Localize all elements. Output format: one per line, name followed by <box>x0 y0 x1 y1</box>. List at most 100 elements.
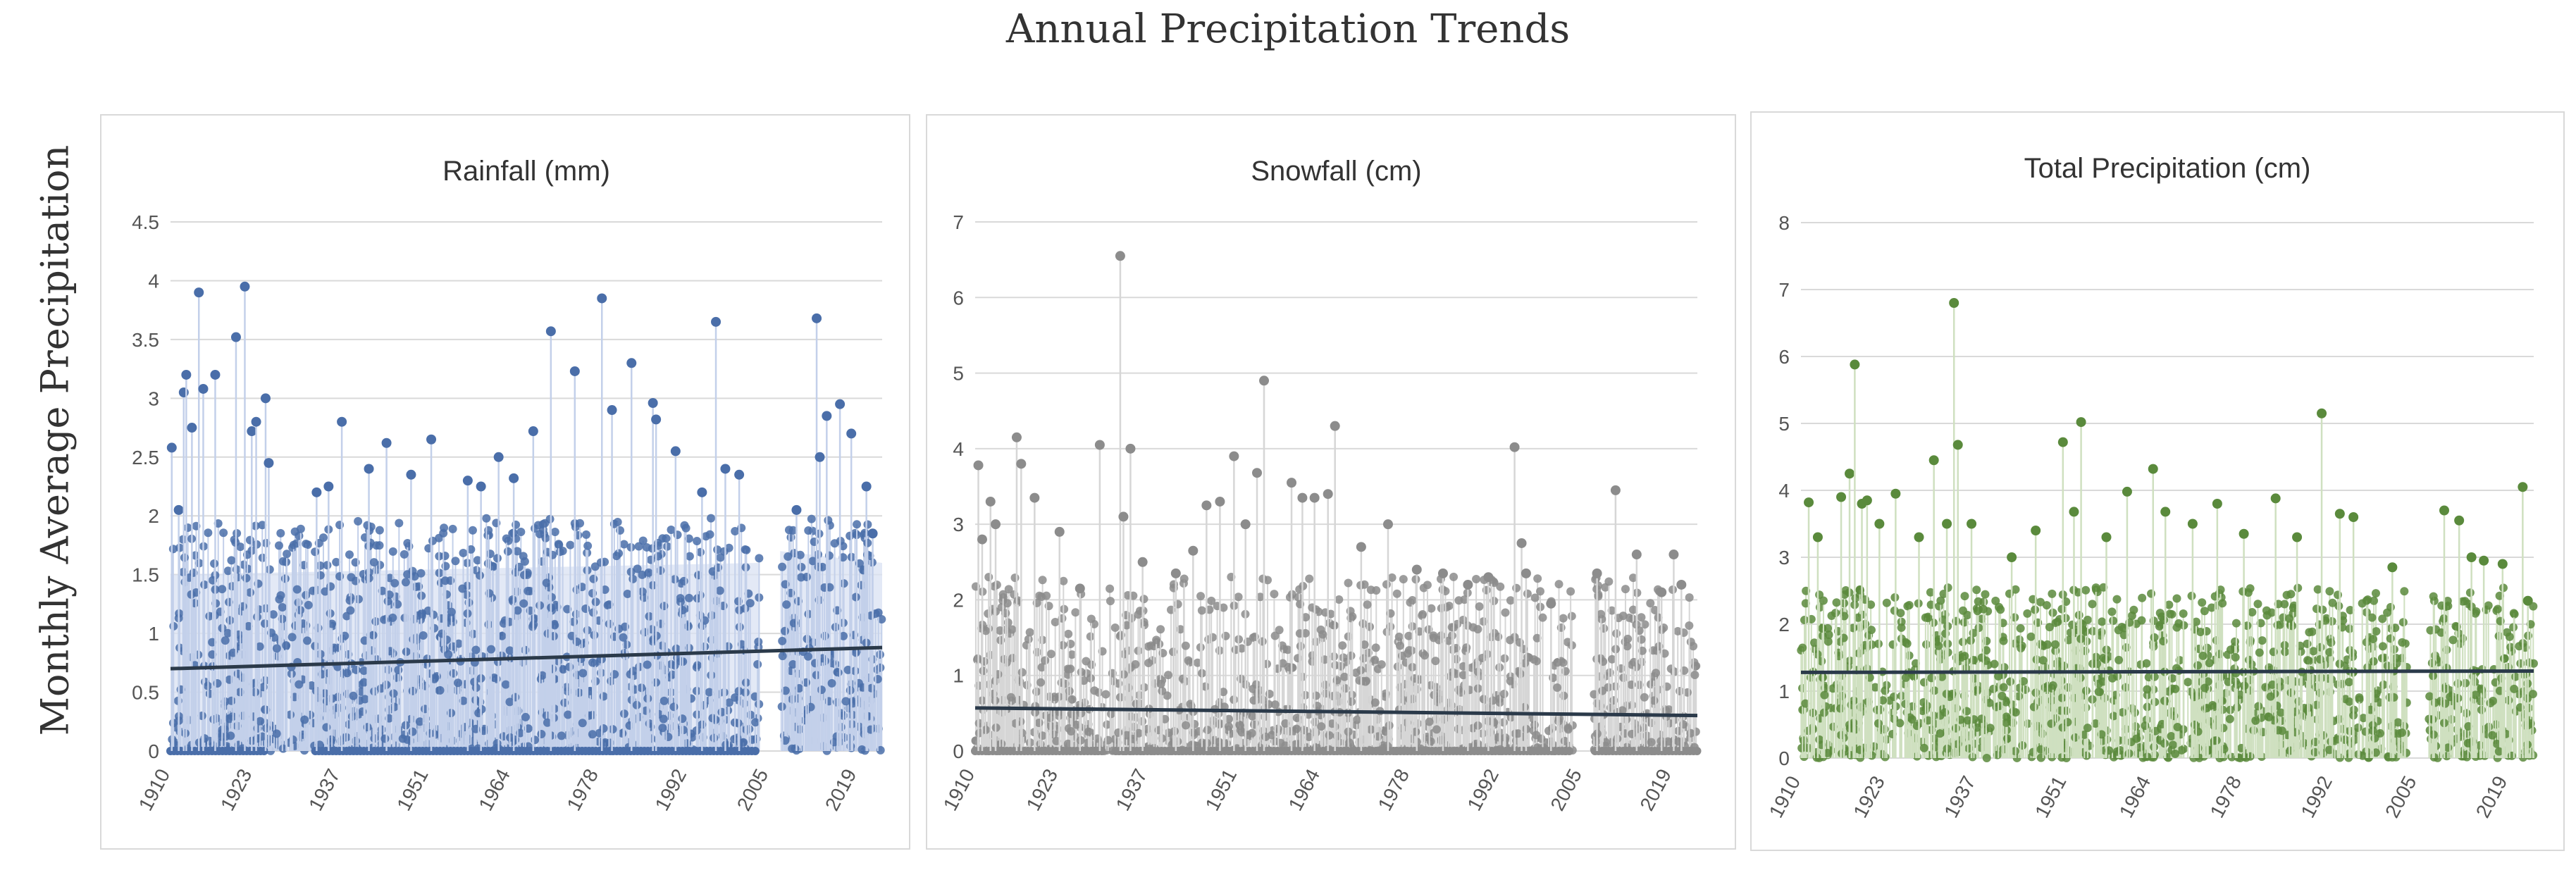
data-point <box>782 600 791 609</box>
data-point <box>278 602 287 612</box>
data-point <box>1106 597 1115 606</box>
data-point <box>753 660 762 669</box>
data-point <box>275 595 284 604</box>
data-point <box>533 521 543 530</box>
data-point <box>724 543 733 552</box>
data-point <box>1008 625 1017 634</box>
data-point <box>227 696 236 705</box>
data-point <box>1363 600 1372 609</box>
data-point <box>1420 651 1429 660</box>
data-point <box>449 669 458 678</box>
peak-point <box>626 358 637 368</box>
data-point <box>380 734 390 743</box>
peak-point <box>166 442 177 453</box>
y-tick-label: 3 <box>953 514 964 535</box>
data-point <box>866 725 875 734</box>
rainfall-series-group <box>166 281 886 755</box>
data-point <box>1263 576 1272 585</box>
data-point <box>1604 577 1614 586</box>
data-point <box>1382 580 1391 589</box>
data-point <box>1404 631 1413 640</box>
data-point <box>419 631 428 640</box>
peak-point <box>406 469 416 480</box>
peak-point <box>323 481 334 492</box>
data-point <box>1370 698 1380 707</box>
data-point <box>1196 592 1206 601</box>
data-point <box>401 578 410 587</box>
y-tick-label: 6 <box>953 287 964 309</box>
peak-point <box>812 313 822 323</box>
data-point <box>578 583 587 592</box>
data-point <box>1042 591 1051 600</box>
data-point <box>1423 581 1432 590</box>
data-point <box>1618 706 1627 715</box>
data-point <box>708 567 717 576</box>
data-point <box>1640 693 1649 702</box>
data-point <box>670 661 679 670</box>
data-point <box>612 552 621 561</box>
data-point <box>1090 686 1099 695</box>
data-point <box>1275 626 1284 635</box>
data-point <box>1207 596 1216 605</box>
data-point <box>1689 642 1698 651</box>
data-point <box>345 550 354 559</box>
data-point <box>359 666 369 675</box>
data-point <box>543 629 552 638</box>
data-point <box>622 640 631 649</box>
data-point <box>468 526 477 535</box>
data-point <box>204 528 213 538</box>
data-point <box>521 712 530 721</box>
data-point <box>581 530 590 539</box>
data-point <box>1614 614 1623 623</box>
data-point <box>1178 674 1187 683</box>
data-point <box>208 638 217 647</box>
data-point <box>839 579 848 588</box>
data-point <box>280 574 290 583</box>
data-point <box>1160 714 1170 724</box>
data-point <box>642 542 651 552</box>
data-point <box>302 539 311 548</box>
data-point <box>1652 669 1661 678</box>
y-tick-label: 0 <box>953 740 964 762</box>
data-point <box>1685 621 1694 631</box>
data-point <box>541 533 550 542</box>
data-point <box>369 631 378 640</box>
data-point <box>1179 574 1189 583</box>
data-point <box>246 588 255 597</box>
data-point <box>1533 574 1542 583</box>
data-point <box>415 717 424 726</box>
data-point <box>1335 595 1344 604</box>
data-point <box>634 542 643 551</box>
data-point <box>304 600 313 609</box>
data-point <box>830 539 839 548</box>
data-point <box>1691 662 1700 671</box>
data-point <box>678 714 687 724</box>
data-point <box>643 660 652 669</box>
data-point <box>221 636 230 645</box>
data-point <box>438 629 447 638</box>
data-point <box>863 538 872 547</box>
data-point <box>1304 733 1313 742</box>
data-point <box>1247 728 1256 738</box>
data-point <box>788 526 798 535</box>
data-point <box>1201 682 1210 691</box>
data-point <box>1496 582 1505 591</box>
data-point <box>1063 739 1072 748</box>
peak-point <box>181 369 192 380</box>
data-point <box>493 554 502 563</box>
data-point <box>843 665 853 674</box>
data-point <box>1361 677 1370 686</box>
data-point <box>1046 650 1055 659</box>
data-point <box>684 593 693 602</box>
data-point <box>1004 585 1013 594</box>
y-tick-label: 4 <box>953 438 964 460</box>
data-point <box>1686 728 1695 738</box>
data-point <box>1038 731 1047 740</box>
peak-point <box>846 428 857 439</box>
data-point <box>566 540 575 550</box>
data-point <box>623 589 632 598</box>
data-point <box>797 562 806 571</box>
data-point <box>745 599 755 608</box>
data-point <box>542 578 551 588</box>
